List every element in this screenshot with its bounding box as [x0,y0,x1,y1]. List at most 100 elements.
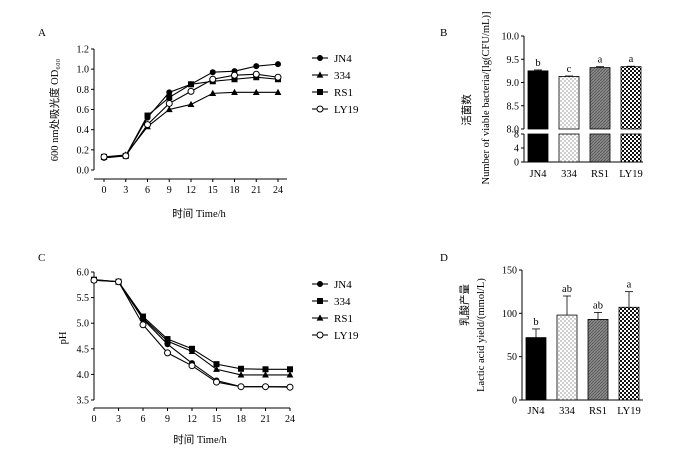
a-y-tick-label: 1.0 [77,65,90,76]
c-series-line-jn4 [93,279,290,388]
a-point-334 [274,88,282,95]
c-point-ly19 [237,383,245,391]
panel-b-bars: b JN4 c 334 a RS1 a LY19 [527,54,643,180]
a-series-line-jn4 [103,63,279,159]
panel-c-x-label: 时间 Time/h [173,433,227,446]
panel-label-b: B [440,27,447,39]
c-y-tick-label: 6.0 [77,268,90,279]
panel-b-y-label-en: Number of viable bacteria/[lg(CFU/mL)] [481,12,492,185]
panel-a-y-ticks: 0.0 0.2 0.4 0.6 0.8 1.0 1.2 [77,45,94,177]
a-point-ly19 [165,99,173,107]
b-y-tick-label-lower: 4 [514,144,519,155]
c-x-tick-label: 18 [236,414,246,425]
d-significance-ly19: a [627,280,632,291]
a-y-tick-label: 0.0 [77,166,90,177]
panel-label-c: C [38,252,45,264]
c-legend-label-jn4: JN4 [334,279,352,291]
b-y-tick-label: 9.5 [507,55,520,66]
b-significance-rs1: a [598,55,603,66]
b-category-334: 334 [561,169,578,180]
d-y-tick-label: 0 [512,396,517,407]
c-y-tick-label: 3.5 [77,396,90,407]
c-x-tick-label: 3 [116,414,121,425]
a-y-tick-label: 0.8 [77,85,90,96]
a-point-jn4 [166,89,173,96]
c-x-tick-label: 9 [165,414,170,425]
d-category-rs1: RS1 [589,406,607,417]
a-point-334 [252,88,260,95]
a-legend-label-rs1: RS1 [334,87,353,99]
a-point-jn4 [209,69,216,76]
c-legend-marker-jn4 [317,281,323,287]
d-y-tick-label: 50 [507,352,517,363]
a-point-334 [209,89,217,96]
a-legend-marker-ly19 [316,105,324,113]
b-bar-ly19 [620,66,642,130]
panel-d-bars: b JN4 ab 334 ab RS1 a LY19 [525,280,641,417]
d-significance-334: ab [562,284,572,295]
panel-d-chart: 0 50 100 150 b JN4 ab 334 ab RS1 a LY19 乳酸产量 Lacti… [458,266,643,417]
panel-label-a: A [38,27,46,39]
c-legend-label-rs1: RS1 [334,313,353,325]
d-bar-ly19 [618,306,640,401]
a-x-tick-label: 21 [251,185,261,196]
c-series-line-ly19 [93,279,291,388]
panel-c-chart: 3.5 4.0 4.5 5.0 5.5 6.0 0 3 6 9 12 15 18 21 24 时间 Tim… [58,268,359,447]
b-y-tick-label-lower: 8 [514,130,519,141]
a-legend-marker-334 [316,71,324,78]
a-point-334 [231,88,238,95]
panel-d-y-label-en: Lactic acid yield/(mmol/L) [476,278,487,392]
panel-c-y-ticks: 3.5 4.0 4.5 5.0 5.5 6.0 [77,268,94,407]
c-point-ly19 [90,276,98,284]
c-point-ly19 [164,349,171,357]
a-legend-marker-jn4 [317,55,323,61]
a-point-ly19 [231,71,238,79]
panel-a-y-label: 600 nm处吸光度 OD₆₀₀ [48,58,61,161]
panel-d-y-label-cn: 乳酸产量 [458,284,471,326]
a-point-ly19 [187,87,195,95]
a-legend-marker-rs1 [317,89,323,95]
c-point-334 [287,366,293,373]
c-series-line-334 [93,279,290,370]
d-y-tick-label: 100 [502,309,517,320]
a-legend-label-ly19: LY19 [334,104,359,116]
b-significance-jn4: b [535,58,540,69]
c-y-tick-label: 5.0 [77,319,90,330]
c-point-rs1 [262,371,269,378]
d-bar-334 [556,314,578,401]
c-x-tick-label: 21 [261,414,271,425]
b-significance-334: c [567,64,572,75]
panel-a-x-ticks: 0 3 6 9 12 15 18 21 24 [102,179,283,196]
a-point-jn4 [275,61,281,68]
a-legend-label-jn4: JN4 [334,53,352,65]
a-point-ly19 [274,73,282,81]
b-y-tick-label: 9.0 [507,78,520,89]
a-y-tick-label: 1.2 [77,45,90,56]
panel-a-x-label: 时间 Time/h [172,207,226,220]
c-point-rs1 [139,314,147,321]
a-point-334 [165,105,173,113]
c-point-ly19 [115,278,122,286]
c-x-tick-label: 12 [187,414,197,425]
a-y-tick-label: 0.2 [77,145,90,156]
b-category-jn4: JN4 [530,169,548,180]
a-point-334 [187,100,195,108]
panel-c-x-ticks: 0 3 6 9 12 15 18 21 24 [92,408,295,425]
a-point-ly19 [122,152,130,160]
panel-b-chart: 8.0 8.5 9.0 9.5 10.0 0 4 8 b JN4 c 334 a RS1 a LY19 活菌… [460,12,643,185]
c-y-tick-label: 4.0 [77,370,90,381]
b-y-tick-label: 10.0 [502,32,520,43]
c-point-rs1 [164,337,171,344]
d-significance-rs1: ab [593,300,603,311]
b-bar-ly19-lower [620,133,642,163]
c-point-rs1 [188,347,196,354]
c-x-tick-label: 24 [285,414,295,425]
c-point-rs1 [237,371,245,378]
c-x-tick-label: 15 [212,414,222,425]
a-point-rs1 [144,112,151,119]
a-point-rs1 [166,94,173,101]
b-category-ly19: LY19 [619,169,642,180]
a-x-tick-label: 18 [230,185,240,196]
panel-a-chart: 0.0 0.2 0.4 0.6 0.8 1.0 1.2 0 3 6 9 12 15 18 21 24 时间 … [48,45,359,221]
